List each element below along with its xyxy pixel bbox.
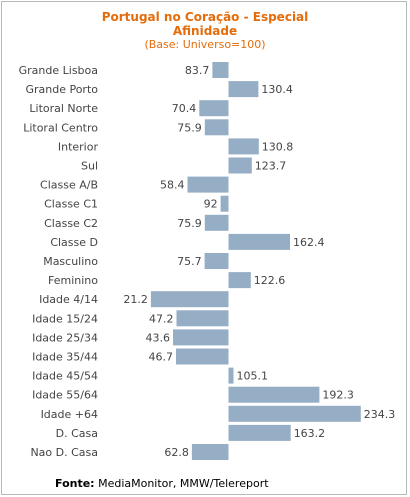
bar-masculino — [204, 253, 229, 269]
bar-classe-d — [228, 233, 290, 250]
value-label-classe-c1: 92 — [204, 198, 218, 211]
value-label-idade-15-24: 47.2 — [149, 312, 174, 325]
category-label-grande-lisboa: Grande Lisboa — [19, 64, 98, 77]
bar-idade-45-54 — [228, 367, 234, 384]
value-label-idade-45-54: 105.1 — [237, 370, 269, 383]
bar-grande-lisboa — [212, 62, 229, 78]
category-label-classe-c1: Classe C1 — [44, 198, 98, 211]
source-text: MediaMonitor, MMW/Telereport — [98, 477, 269, 490]
bar-litoral-centro — [204, 119, 229, 136]
value-label-classe-c2: 75.9 — [177, 217, 202, 230]
category-label-idade-25-34: Idade 25/34 — [32, 331, 98, 344]
category-label-idade-64: Idade +64 — [41, 408, 98, 421]
source-footer: Fonte: MediaMonitor, MMW/Telereport — [55, 477, 269, 491]
value-label-idade-25-34: 43.6 — [146, 331, 171, 344]
value-label-idade-55-64: 192.3 — [322, 389, 354, 402]
bar-sul — [228, 157, 252, 174]
value-label-grande-lisboa: 83.7 — [185, 64, 210, 77]
bar-idade-25-34 — [173, 329, 229, 346]
bar-interior — [228, 138, 259, 155]
value-label-classe-d: 162.4 — [293, 236, 325, 249]
chart-subtitle: (Base: Universo=100) — [144, 38, 266, 51]
value-label-idade-35-44: 46.7 — [149, 351, 174, 364]
value-label-nao-d-casa: 62.8 — [164, 446, 189, 459]
bar-idade-4-14 — [150, 291, 229, 308]
category-label-idade-45-54: Idade 45/54 — [32, 370, 98, 383]
category-label-classe-d: Classe D — [50, 236, 98, 249]
value-label-masculino: 75.7 — [177, 255, 202, 268]
bar-idade-35-44 — [176, 348, 229, 365]
bar-idade-55-64 — [228, 386, 320, 403]
category-label-feminino: Feminino — [48, 274, 98, 287]
chart-title: Portugal no Coração - Especial — [101, 10, 309, 24]
bar-idade-64 — [228, 405, 361, 422]
chart-title-line2: Afinidade — [172, 24, 238, 38]
source-label: Fonte: — [55, 477, 95, 490]
category-label-litoral-norte: Litoral Norte — [29, 102, 98, 115]
bar-idade-15-24 — [176, 310, 229, 327]
bar-feminino — [228, 272, 251, 289]
category-label-interior: Interior — [58, 140, 99, 153]
bar-grande-porto — [228, 81, 259, 98]
bar-classe-c2 — [204, 214, 229, 231]
category-label-sul: Sul — [81, 160, 98, 173]
bar-classe-a-b — [187, 176, 229, 193]
bar-classe-c1 — [220, 195, 229, 212]
value-label-litoral-norte: 70.4 — [172, 102, 197, 115]
value-label-idade-4-14: 21.2 — [123, 293, 148, 306]
category-label-idade-15-24: Idade 15/24 — [32, 312, 98, 325]
category-label-nao-d-casa: Nao D. Casa — [30, 446, 98, 459]
value-label-litoral-centro: 75.9 — [177, 121, 202, 134]
category-label-litoral-centro: Litoral Centro — [23, 121, 98, 134]
value-label-idade-64: 234.3 — [364, 408, 396, 421]
value-label-feminino: 122.6 — [254, 274, 285, 287]
category-label-d-casa: D. Casa — [56, 427, 98, 440]
category-label-classe-a-b: Classe A/B — [40, 179, 98, 192]
category-label-idade-35-44: Idade 35/44 — [32, 351, 98, 364]
value-label-sul: 123.7 — [255, 160, 286, 173]
category-label-grande-porto: Grande Porto — [25, 83, 98, 96]
category-label-classe-c2: Classe C2 — [44, 217, 98, 230]
value-label-interior: 130.8 — [262, 140, 294, 153]
bar-litoral-norte — [199, 100, 229, 117]
category-label-masculino: Masculino — [43, 255, 98, 268]
bar-d-casa — [228, 424, 291, 441]
bar-nao-d-casa — [191, 444, 229, 460]
category-label-idade-55-64: Idade 55/64 — [32, 389, 98, 402]
value-label-d-casa: 163.2 — [294, 427, 326, 440]
value-label-grande-porto: 130.4 — [261, 83, 293, 96]
value-label-classe-a-b: 58.4 — [160, 179, 185, 192]
category-label-idade-4-14: Idade 4/14 — [39, 293, 98, 306]
